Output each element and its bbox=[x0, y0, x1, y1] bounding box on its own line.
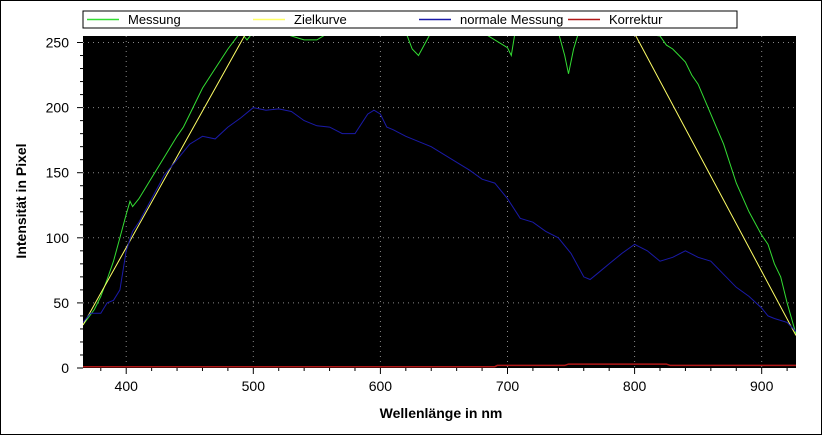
y-tick-label: 100 bbox=[46, 230, 70, 246]
plot-area bbox=[83, 36, 796, 368]
series-line-normale-messung bbox=[83, 107, 796, 332]
legend-box bbox=[82, 10, 738, 29]
series-line-zielkurve bbox=[83, 36, 796, 336]
y-tick-label: 200 bbox=[46, 100, 70, 116]
x-tick-label: 700 bbox=[496, 378, 520, 394]
series-group bbox=[83, 36, 796, 368]
x-axis-label: Wellenlänge in nm bbox=[380, 405, 503, 421]
y-tick-label: 50 bbox=[53, 295, 69, 311]
legend-label: Messung bbox=[128, 12, 181, 27]
y-tick-label: 150 bbox=[46, 165, 70, 181]
x-tick-label: 800 bbox=[623, 378, 647, 394]
x-tick-label: 400 bbox=[115, 378, 139, 394]
legend-label: Zielkurve bbox=[294, 12, 347, 27]
series-line-messung bbox=[83, 36, 796, 335]
x-tick-label: 500 bbox=[242, 378, 266, 394]
axes: 400 500 600 700 800 900 0 50 100 150 200 250 bbox=[46, 35, 788, 394]
legend-label: Korrektur bbox=[609, 12, 663, 27]
y-axis-label: Intensität in Pixel bbox=[13, 143, 29, 258]
y-tick-label: 250 bbox=[46, 35, 70, 51]
grid bbox=[83, 36, 796, 368]
x-tick-label: 600 bbox=[369, 378, 393, 394]
series-line-korrektur bbox=[83, 363, 796, 368]
x-tick-label: 900 bbox=[750, 378, 774, 394]
legend-label: normale Messung bbox=[460, 12, 563, 27]
y-tick-label: 0 bbox=[61, 360, 69, 376]
legend: Messung Zielkurve normale Messung Korrektur bbox=[82, 10, 738, 29]
